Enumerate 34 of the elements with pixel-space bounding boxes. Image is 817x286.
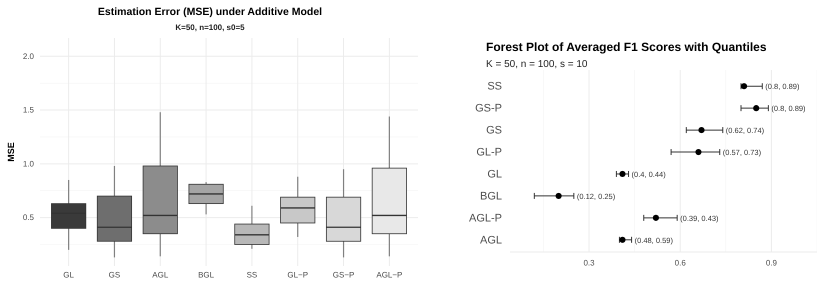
x-tick-label: BGL: [198, 270, 215, 280]
chart-subtitle: K=50, n=100, s0=5: [175, 23, 246, 32]
x-tick-label: GL: [63, 270, 75, 280]
x-tick-label: 0.9: [766, 258, 778, 268]
y-tick-label: GS-P: [475, 102, 502, 115]
y-tick-label: GL-P: [476, 146, 502, 159]
y-axis-title: MSE: [6, 142, 16, 162]
y-tick-label: 1.5: [22, 106, 35, 115]
y-tick-label: GS: [486, 124, 502, 137]
x-tick-label: GL−P: [287, 270, 308, 280]
y-tick-label: 1.0: [22, 159, 35, 168]
x-tick-label: GS−P: [332, 270, 354, 280]
x-tick-label: AGL: [152, 270, 169, 280]
x-tick-label: 0.3: [583, 258, 596, 268]
x-tick-label: SS: [246, 270, 258, 280]
y-tick-label: AGL: [480, 234, 502, 246]
point: [753, 105, 760, 112]
point: [556, 192, 562, 199]
point: [698, 127, 705, 134]
y-tick-label: 2.0: [22, 52, 35, 61]
y-tick-label: 0.5: [22, 213, 35, 222]
y-tick-label: GL: [487, 168, 502, 180]
point: [619, 170, 626, 178]
point: [695, 148, 702, 156]
y-tick-label: SS: [487, 80, 502, 93]
y-tick-label: BGL: [480, 190, 502, 202]
x-tick-label: 0.6: [674, 258, 686, 268]
x-tick-label: GS: [108, 270, 120, 280]
y-tick-label: AGL-P: [468, 212, 502, 224]
chart-title: Forest Plot of Averaged F1 Scores with Quantiles: [486, 40, 767, 54]
x-tick-label: AGL−P: [376, 270, 402, 280]
chart-subtitle: K = 50, n = 100, s = 10: [486, 59, 588, 70]
chart-title: Estimation Error (MSE) under Additive Model: [98, 6, 322, 18]
point: [652, 214, 659, 221]
